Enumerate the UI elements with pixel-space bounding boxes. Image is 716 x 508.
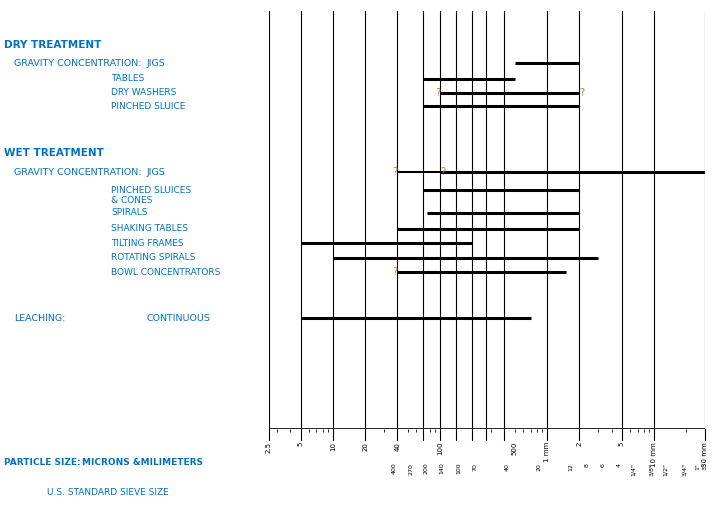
Text: 2.5: 2.5 (266, 442, 271, 453)
Text: LEACHING:: LEACHING: (14, 314, 66, 323)
Text: 100: 100 (437, 442, 443, 455)
Text: 10: 10 (330, 442, 336, 451)
Text: CONTINUOUS: CONTINUOUS (147, 314, 211, 323)
Text: 40: 40 (395, 442, 400, 451)
Text: GRAVITY CONCENTRATION:: GRAVITY CONCENTRATION: (14, 59, 142, 68)
Text: ROTATING SPIRALS: ROTATING SPIRALS (111, 253, 195, 262)
Text: WET TREATMENT: WET TREATMENT (4, 148, 103, 158)
Text: ?: ? (392, 268, 397, 277)
Text: 3/8": 3/8" (649, 463, 654, 475)
Text: 1/2": 1/2" (663, 463, 668, 475)
Text: DRY TREATMENT: DRY TREATMENT (4, 40, 101, 50)
Text: 270: 270 (408, 463, 413, 474)
Text: 4: 4 (617, 463, 622, 467)
Text: ?: ? (435, 88, 440, 98)
Text: 200: 200 (424, 463, 429, 474)
Text: 30 mm: 30 mm (702, 442, 708, 466)
Text: DRY WASHERS: DRY WASHERS (111, 88, 176, 97)
Text: PINCHED SLUICES: PINCHED SLUICES (111, 185, 191, 195)
Text: 20: 20 (536, 463, 541, 470)
Text: 400: 400 (392, 463, 396, 474)
Text: JIGS: JIGS (147, 168, 165, 177)
Text: PARTICLE SIZE:: PARTICLE SIZE: (4, 458, 80, 467)
Text: U.S. STANDARD SIEVE SIZE: U.S. STANDARD SIEVE SIZE (47, 488, 168, 497)
Text: 2: 2 (576, 442, 582, 446)
Text: JIGS: JIGS (147, 59, 165, 68)
Text: 10 mm: 10 mm (651, 442, 657, 466)
Text: 1/4": 1/4" (631, 463, 636, 475)
Text: SHAKING TABLES: SHAKING TABLES (111, 224, 188, 233)
Text: 500: 500 (512, 442, 518, 455)
Text: 12: 12 (569, 463, 574, 470)
Text: PINCHED SLUICE: PINCHED SLUICE (111, 102, 185, 111)
Text: GRAVITY CONCENTRATION:: GRAVITY CONCENTRATION: (14, 168, 142, 177)
Text: 1 mm: 1 mm (544, 442, 550, 462)
Text: 40: 40 (504, 463, 509, 470)
Text: 3": 3" (703, 463, 707, 470)
Text: 100: 100 (456, 463, 461, 474)
Text: 5: 5 (298, 442, 304, 446)
Text: ?: ? (579, 88, 584, 98)
Text: 5: 5 (619, 442, 625, 446)
Text: 3/4": 3/4" (682, 463, 687, 476)
Text: TABLES: TABLES (111, 74, 144, 83)
Text: SPIRALS: SPIRALS (111, 208, 147, 217)
Text: 1": 1" (695, 463, 700, 469)
Text: 70: 70 (472, 463, 477, 470)
Text: TILTING FRAMES: TILTING FRAMES (111, 239, 183, 248)
Text: 140: 140 (440, 463, 445, 474)
Text: ?: ? (392, 167, 397, 177)
Text: 6: 6 (601, 463, 606, 466)
Text: 20: 20 (362, 442, 368, 451)
Text: BOWL CONCENTRATORS: BOWL CONCENTRATORS (111, 268, 221, 277)
Text: & CONES: & CONES (111, 196, 153, 205)
Text: 8: 8 (585, 463, 590, 466)
Text: ?: ? (440, 167, 445, 177)
Text: MICRONS &MILIMETERS: MICRONS &MILIMETERS (82, 458, 203, 467)
